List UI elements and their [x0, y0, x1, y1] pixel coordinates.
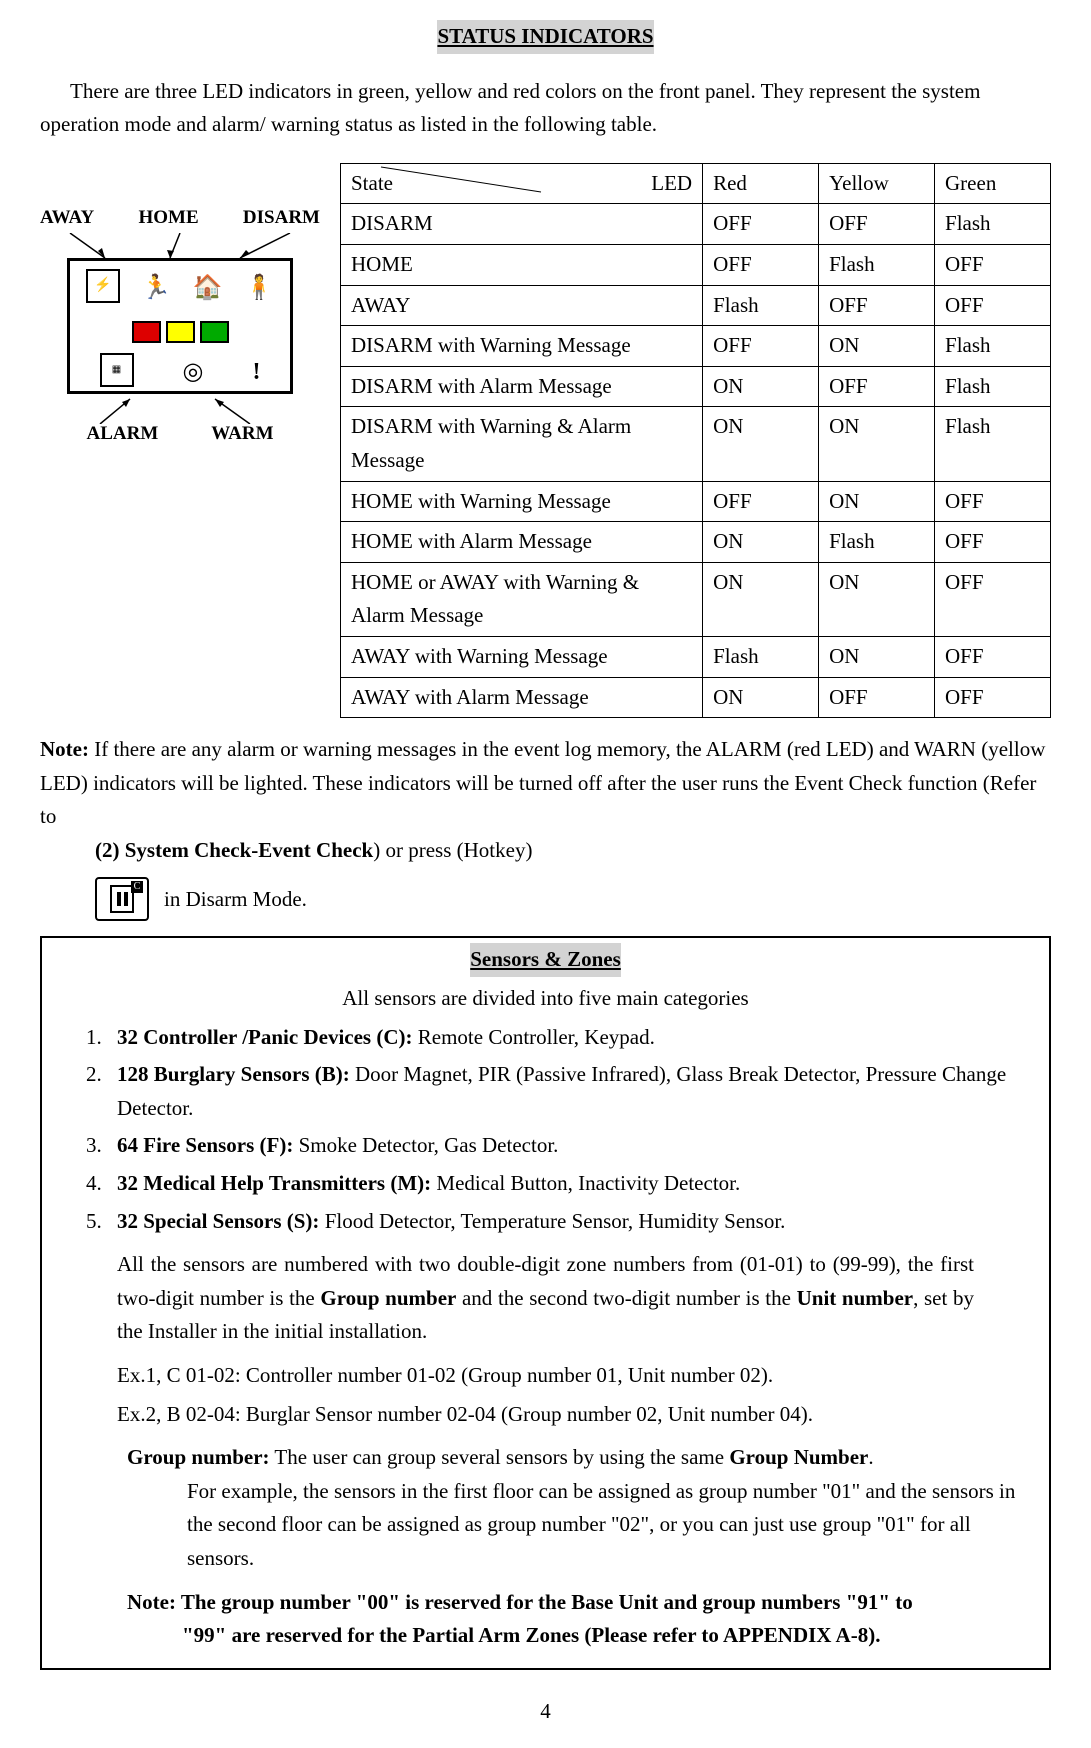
table-row: AWAY with Warning MessageFlashONOFF	[341, 636, 1051, 677]
note-text: If there are any alarm or warning messag…	[40, 737, 1045, 828]
away-icon: 🏃	[141, 269, 171, 307]
hotkey-icon: C	[95, 877, 149, 921]
intro-text: There are three LED indicators in green,…	[40, 75, 1051, 142]
table-row: DISARM with Warning MessageOFFONFlash	[341, 326, 1051, 367]
numbering-explanation: All the sensors are numbered with two do…	[117, 1248, 974, 1349]
disarm-icon: 🧍	[244, 269, 274, 307]
arrows-bottom	[40, 394, 320, 424]
alert-icon: !	[252, 353, 260, 391]
sensor-list-item: 32 Medical Help Transmitters (M): Medica…	[107, 1167, 1034, 1201]
reserved-note: Note: The group number "00" is reserved …	[127, 1586, 1034, 1653]
table-row: HOME or AWAY with Warning & Alarm Messag…	[341, 562, 1051, 636]
label-away: AWAY	[40, 203, 94, 233]
sensors-section: Sensors & Zones All sensors are divided …	[40, 936, 1051, 1669]
note-text3: in Disarm Mode.	[164, 883, 307, 917]
table-row: HOMEOFFFlashOFF	[341, 244, 1051, 285]
table-row: HOME with Warning MessageOFFONOFF	[341, 481, 1051, 522]
note-section: Note: If there are any alarm or warning …	[40, 733, 1051, 921]
home-icon: 🏠	[193, 269, 223, 307]
table-row: AWAYFlashOFFOFF	[341, 285, 1051, 326]
target-icon: ◎	[183, 353, 204, 391]
table-row: DISARMOFFOFFFlash	[341, 204, 1051, 245]
note-label: Note:	[40, 737, 89, 761]
group-number-section: Group number: The user can group several…	[127, 1441, 1034, 1575]
table-row: AWAY with Alarm MessageONOFFOFF	[341, 677, 1051, 718]
note-ref: (2) System Check-Event Check	[95, 838, 373, 862]
table-row: DISARM with Alarm MessageONOFFFlash	[341, 366, 1051, 407]
table-row: DISARM with Warning & Alarm MessageONONF…	[341, 407, 1051, 481]
example-1: Ex.1, C 01-02: Controller number 01-02 (…	[117, 1359, 1034, 1393]
led-status-table: State LED Red Yellow Green DISARMOFFOFFF…	[340, 163, 1051, 718]
page-title: STATUS INDICATORS	[437, 20, 653, 54]
example-2: Ex.2, B 02-04: Burglar Sensor number 02-…	[117, 1398, 1034, 1432]
page-number: 4	[40, 1695, 1051, 1729]
sensors-title: Sensors & Zones	[470, 943, 621, 977]
label-home: HOME	[138, 203, 198, 233]
led-red	[132, 321, 161, 343]
sensors-subtitle: All sensors are divided into five main c…	[57, 982, 1034, 1016]
sensor-list-item: 32 Controller /Panic Devices (C): Remote…	[107, 1021, 1034, 1055]
led-yellow	[166, 321, 195, 343]
note-text2: ) or press (Hotkey)	[373, 838, 532, 862]
sensor-list-item: 32 Special Sensors (S): Flood Detector, …	[107, 1205, 1034, 1239]
col-red: Red	[703, 163, 819, 204]
grid-icon: ▦	[100, 353, 134, 387]
sensor-list-item: 64 Fire Sensors (F): Smoke Detector, Gas…	[107, 1129, 1034, 1163]
col-green: Green	[935, 163, 1051, 204]
table-row: HOME with Alarm MessageONFlashOFF	[341, 522, 1051, 563]
sensor-list-item: 128 Burglary Sensors (B): Door Magnet, P…	[107, 1058, 1034, 1125]
col-yellow: Yellow	[819, 163, 935, 204]
bolt-icon: ⚡	[86, 269, 120, 303]
label-disarm: DISARM	[243, 203, 320, 233]
led-green	[200, 321, 229, 343]
table-header-diagonal: State LED	[341, 163, 703, 204]
led-diagram: AWAY HOME DISARM ⚡ 🏃 🏠 🧍	[40, 163, 320, 718]
